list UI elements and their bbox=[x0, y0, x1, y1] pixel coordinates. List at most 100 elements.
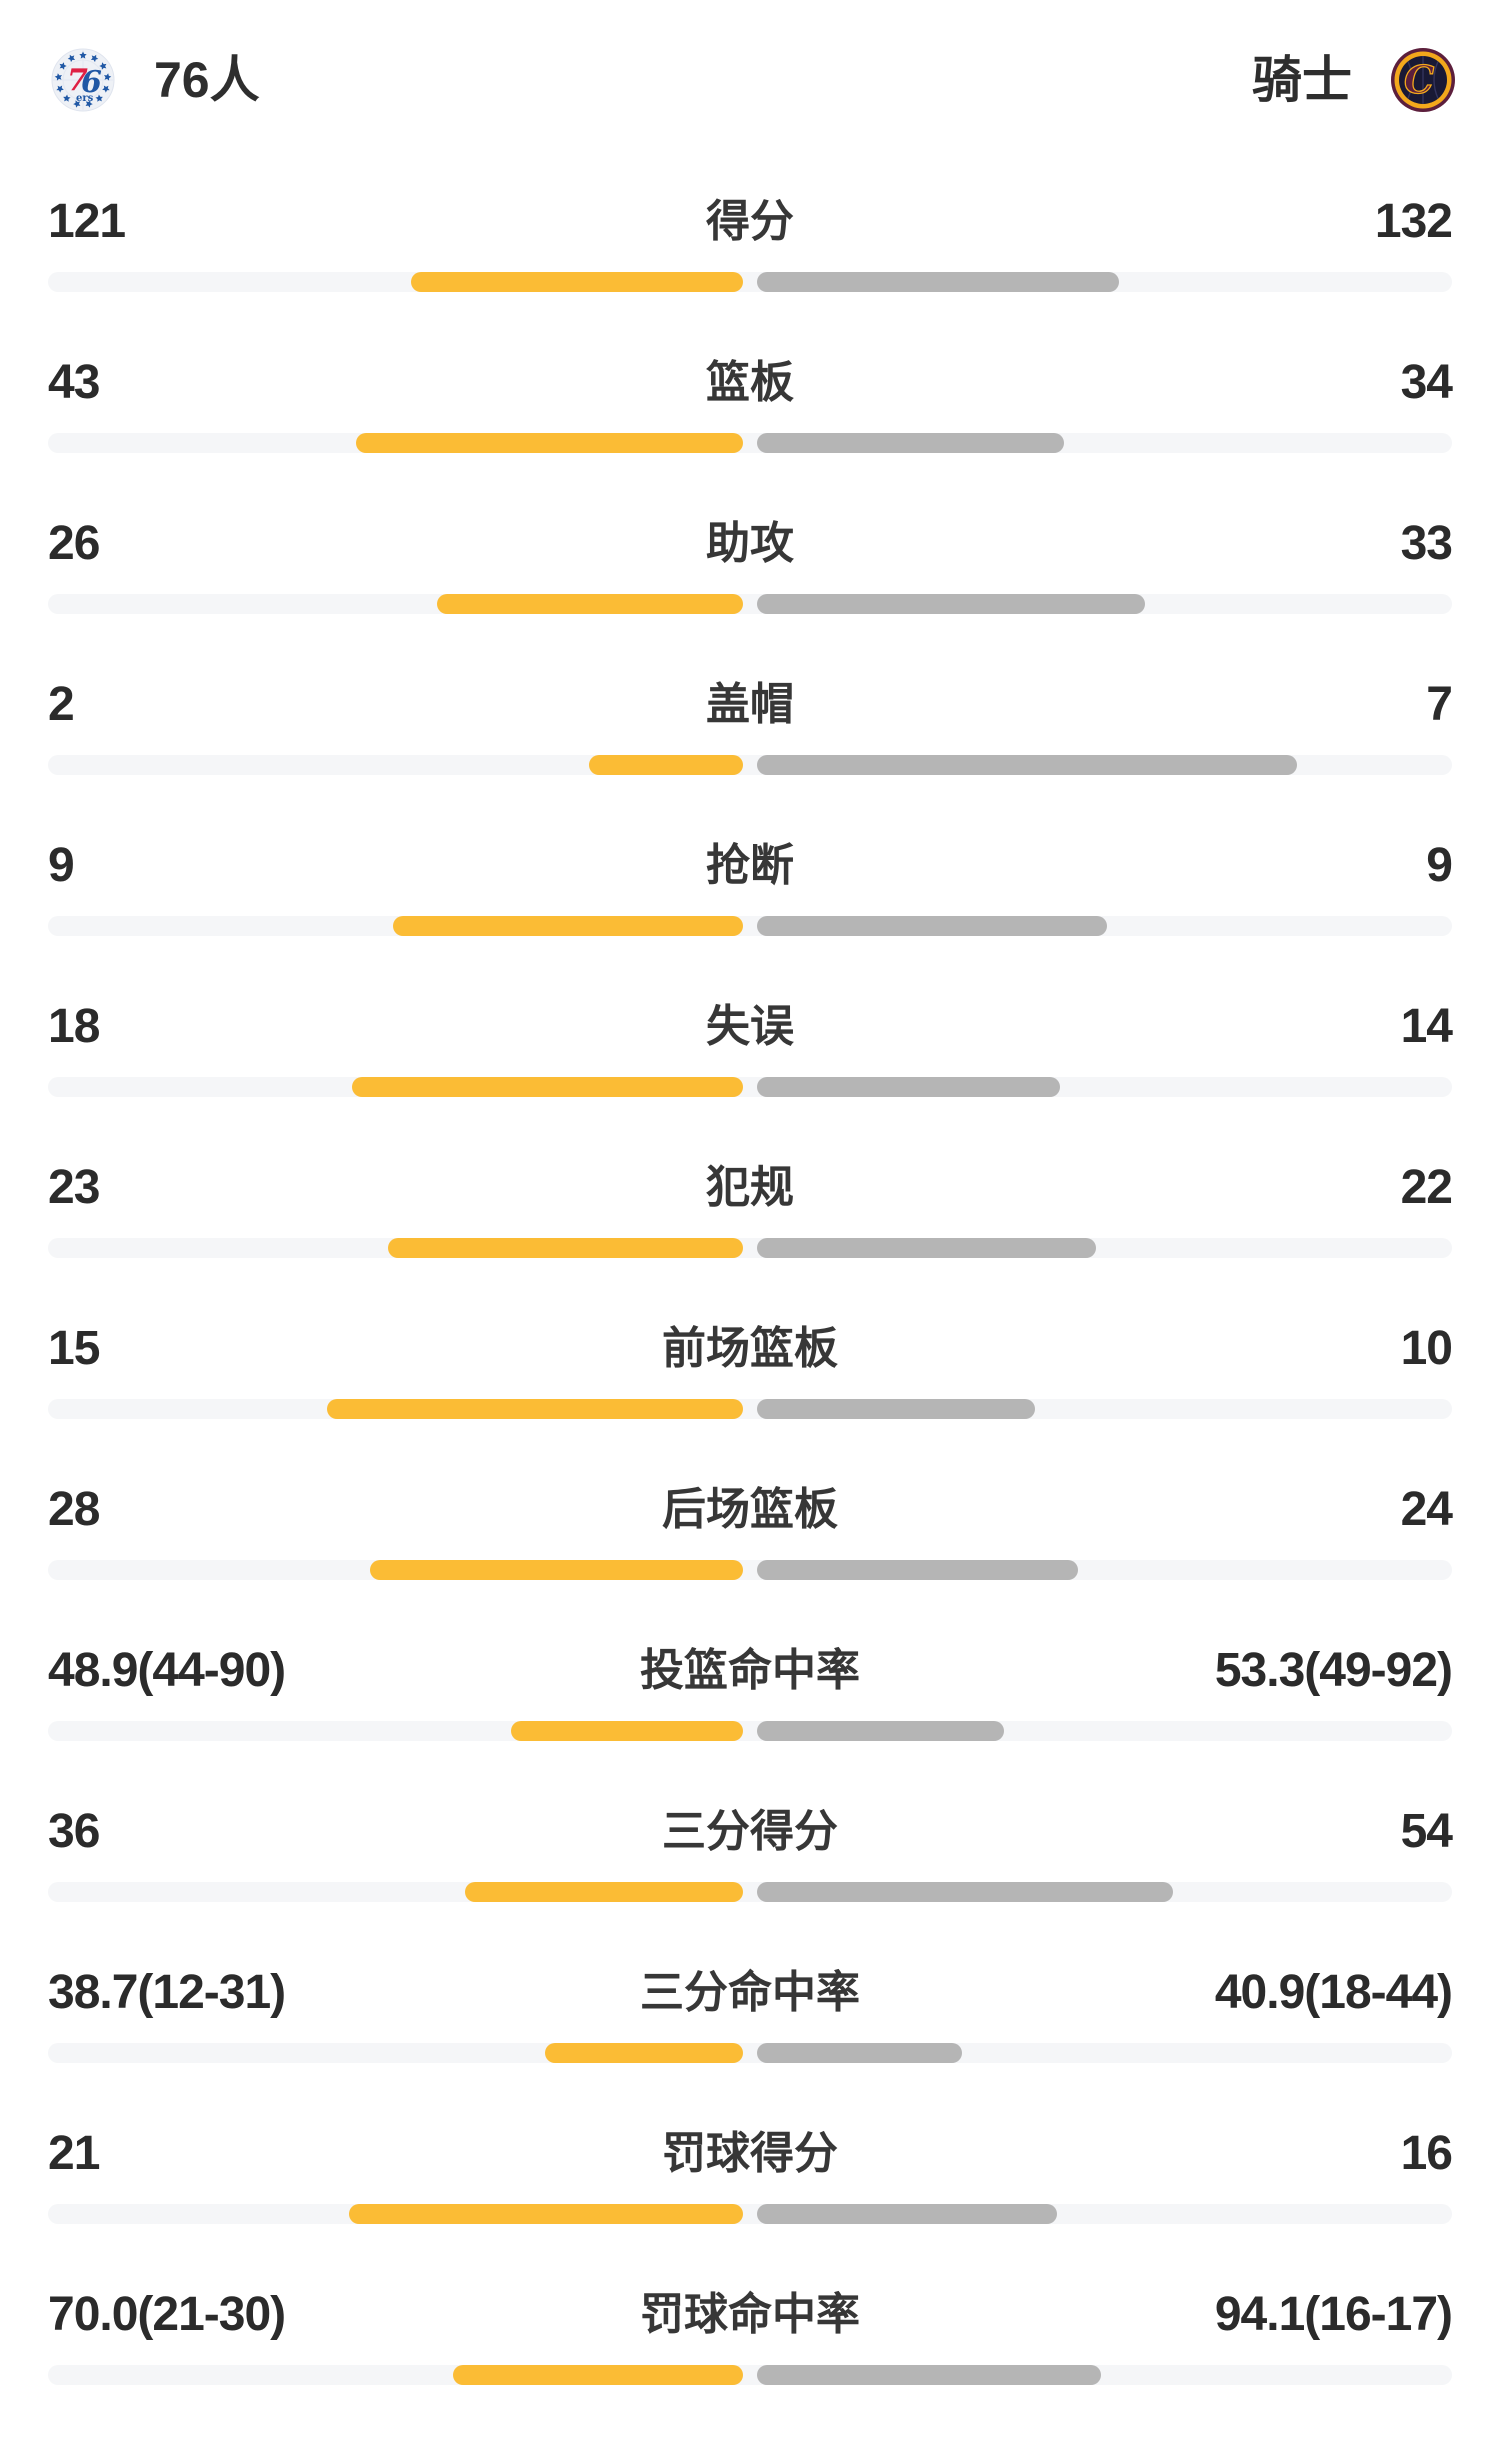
stat-label: 失误 bbox=[706, 1002, 794, 1051]
left-team-stat-value: 21 bbox=[48, 2127, 100, 2180]
right-team-stat-bar bbox=[757, 272, 1119, 292]
stat-values-line: 48.9(44-90) 投篮命中率 53.3(49-92) bbox=[0, 1643, 1500, 1699]
stat-bar-track bbox=[48, 2365, 1452, 2385]
right-team: 骑士 C bbox=[1252, 47, 1456, 113]
stat-label: 助攻 bbox=[706, 519, 794, 568]
left-team-stat-bar bbox=[370, 1560, 743, 1580]
stat-values-line: 36 三分得分 54 bbox=[0, 1804, 1500, 1860]
stat-bar-track bbox=[48, 916, 1452, 936]
right-team-stat-bar bbox=[757, 2204, 1057, 2224]
left-team-stat-bar bbox=[349, 2204, 743, 2224]
stat-values-line: 28 后场篮板 24 bbox=[0, 1482, 1500, 1538]
right-team-stat-bar bbox=[757, 1399, 1035, 1419]
stat-values-line: 70.0(21-30) 罚球命中率 94.1(16-17) bbox=[0, 2287, 1500, 2343]
stat-row: 21 罚球得分 16 bbox=[0, 2120, 1500, 2281]
right-team-stat-bar bbox=[757, 2365, 1101, 2385]
stat-row: 70.0(21-30) 罚球命中率 94.1(16-17) bbox=[0, 2281, 1500, 2442]
left-team-stat-bar bbox=[393, 916, 743, 936]
stat-values-line: 9 抢断 9 bbox=[0, 838, 1500, 894]
stat-label: 篮板 bbox=[706, 358, 794, 407]
left-team-stat-bar bbox=[453, 2365, 743, 2385]
right-team-stat-value: 24 bbox=[1400, 1483, 1453, 1536]
right-team-stat-bar bbox=[757, 1077, 1060, 1097]
stat-label: 罚球命中率 bbox=[640, 2290, 860, 2339]
stat-row: 36 三分得分 54 bbox=[0, 1798, 1500, 1959]
left-team-stat-bar bbox=[356, 433, 743, 453]
stat-bar-track bbox=[48, 1399, 1452, 1419]
left-team-stat-value: 15 bbox=[48, 1322, 100, 1375]
cleveland-cavaliers-logo-icon: C bbox=[1391, 47, 1455, 112]
left-team-stat-value: 26 bbox=[48, 517, 100, 570]
left-team-stat-bar bbox=[589, 755, 743, 775]
left-team-stat-bar bbox=[327, 1399, 743, 1419]
stat-values-line: 18 失误 14 bbox=[0, 999, 1500, 1055]
stat-bar-track bbox=[48, 2204, 1452, 2224]
left-team-stat-value: 9 bbox=[48, 839, 75, 892]
left-team-stat-bar bbox=[352, 1077, 743, 1097]
stat-values-line: 26 助攻 33 bbox=[0, 516, 1500, 572]
right-team-stat-bar bbox=[757, 1882, 1173, 1902]
right-team-stat-bar bbox=[757, 1721, 1004, 1741]
left-team-stat-value: 23 bbox=[48, 1161, 100, 1214]
stat-label: 后场篮板 bbox=[662, 1485, 838, 1534]
stat-bar-track bbox=[48, 2043, 1452, 2063]
left-team: 7 6 ers 76人 bbox=[50, 47, 260, 113]
left-team-stat-bar bbox=[411, 272, 743, 292]
left-team-stat-bar bbox=[437, 594, 743, 614]
stat-row: 38.7(12-31) 三分命中率 40.9(18-44) bbox=[0, 1959, 1500, 2120]
right-team-stat-bar bbox=[757, 2043, 962, 2063]
stat-values-line: 2 盖帽 7 bbox=[0, 677, 1500, 733]
stat-bar-track bbox=[48, 594, 1452, 614]
svg-text:6: 6 bbox=[81, 65, 102, 100]
stat-bar-track bbox=[48, 1882, 1452, 1902]
right-team-stat-value: 10 bbox=[1400, 1322, 1453, 1375]
stat-label: 投篮命中率 bbox=[640, 1646, 860, 1695]
left-team-stat-value: 70.0(21-30) bbox=[48, 2288, 286, 2341]
right-team-stat-value: 53.3(49-92) bbox=[1214, 1644, 1453, 1697]
stat-bar-track bbox=[48, 272, 1452, 292]
stat-bar-track bbox=[48, 1238, 1452, 1258]
stat-row: 28 后场篮板 24 bbox=[0, 1476, 1500, 1637]
stat-values-line: 43 篮板 34 bbox=[0, 355, 1500, 411]
right-team-stat-value: 132 bbox=[1374, 195, 1453, 248]
stat-bar-track bbox=[48, 755, 1452, 775]
stat-label: 盖帽 bbox=[706, 680, 794, 729]
left-team-stat-value: 2 bbox=[48, 678, 75, 731]
right-team-stat-value: 16 bbox=[1400, 2127, 1453, 2180]
left-team-stat-value: 36 bbox=[48, 1805, 100, 1858]
stat-row: 48.9(44-90) 投篮命中率 53.3(49-92) bbox=[0, 1637, 1500, 1798]
stat-row: 121 得分 132 bbox=[0, 188, 1500, 349]
left-team-stat-value: 43 bbox=[48, 356, 100, 409]
team-stats-comparison-list: 121 得分 132 43 篮板 34 26 助攻 33 bbox=[0, 188, 1500, 2442]
left-team-stat-bar bbox=[511, 1721, 743, 1741]
right-team-stat-bar bbox=[757, 433, 1064, 453]
stat-values-line: 23 犯规 22 bbox=[0, 1160, 1500, 1216]
right-team-stat-bar bbox=[757, 916, 1107, 936]
stat-values-line: 21 罚球得分 16 bbox=[0, 2126, 1500, 2182]
svg-text:ers: ers bbox=[76, 93, 94, 104]
left-team-stat-value: 28 bbox=[48, 1483, 100, 1536]
right-team-name: 骑士 bbox=[1252, 51, 1352, 108]
right-team-stat-value: 33 bbox=[1400, 517, 1453, 570]
right-team-stat-bar bbox=[757, 1238, 1096, 1258]
stat-values-line: 121 得分 132 bbox=[0, 194, 1500, 250]
right-team-stat-value: 22 bbox=[1400, 1161, 1453, 1214]
right-team-stat-value: 54 bbox=[1400, 1805, 1453, 1858]
svg-text:C: C bbox=[1404, 57, 1434, 102]
stat-bar-track bbox=[48, 1721, 1452, 1741]
stat-row: 23 犯规 22 bbox=[0, 1154, 1500, 1315]
right-team-stat-bar bbox=[757, 1560, 1078, 1580]
stat-row: 43 篮板 34 bbox=[0, 349, 1500, 510]
stat-label: 犯规 bbox=[706, 1163, 794, 1212]
stat-values-line: 38.7(12-31) 三分命中率 40.9(18-44) bbox=[0, 1965, 1500, 2021]
right-team-stat-value: 40.9(18-44) bbox=[1214, 1966, 1453, 2019]
left-team-stat-bar bbox=[388, 1238, 743, 1258]
right-team-stat-value: 7 bbox=[1426, 678, 1453, 731]
match-stats-header: 7 6 ers 76人 骑士 C bbox=[0, 0, 1500, 113]
stat-label: 前场篮板 bbox=[662, 1324, 838, 1373]
right-team-stat-value: 94.1(16-17) bbox=[1214, 2288, 1453, 2341]
stat-label: 三分命中率 bbox=[640, 1968, 860, 2017]
right-team-stat-value: 14 bbox=[1400, 1000, 1453, 1053]
stat-bar-track bbox=[48, 433, 1452, 453]
left-team-name: 76人 bbox=[154, 51, 260, 108]
